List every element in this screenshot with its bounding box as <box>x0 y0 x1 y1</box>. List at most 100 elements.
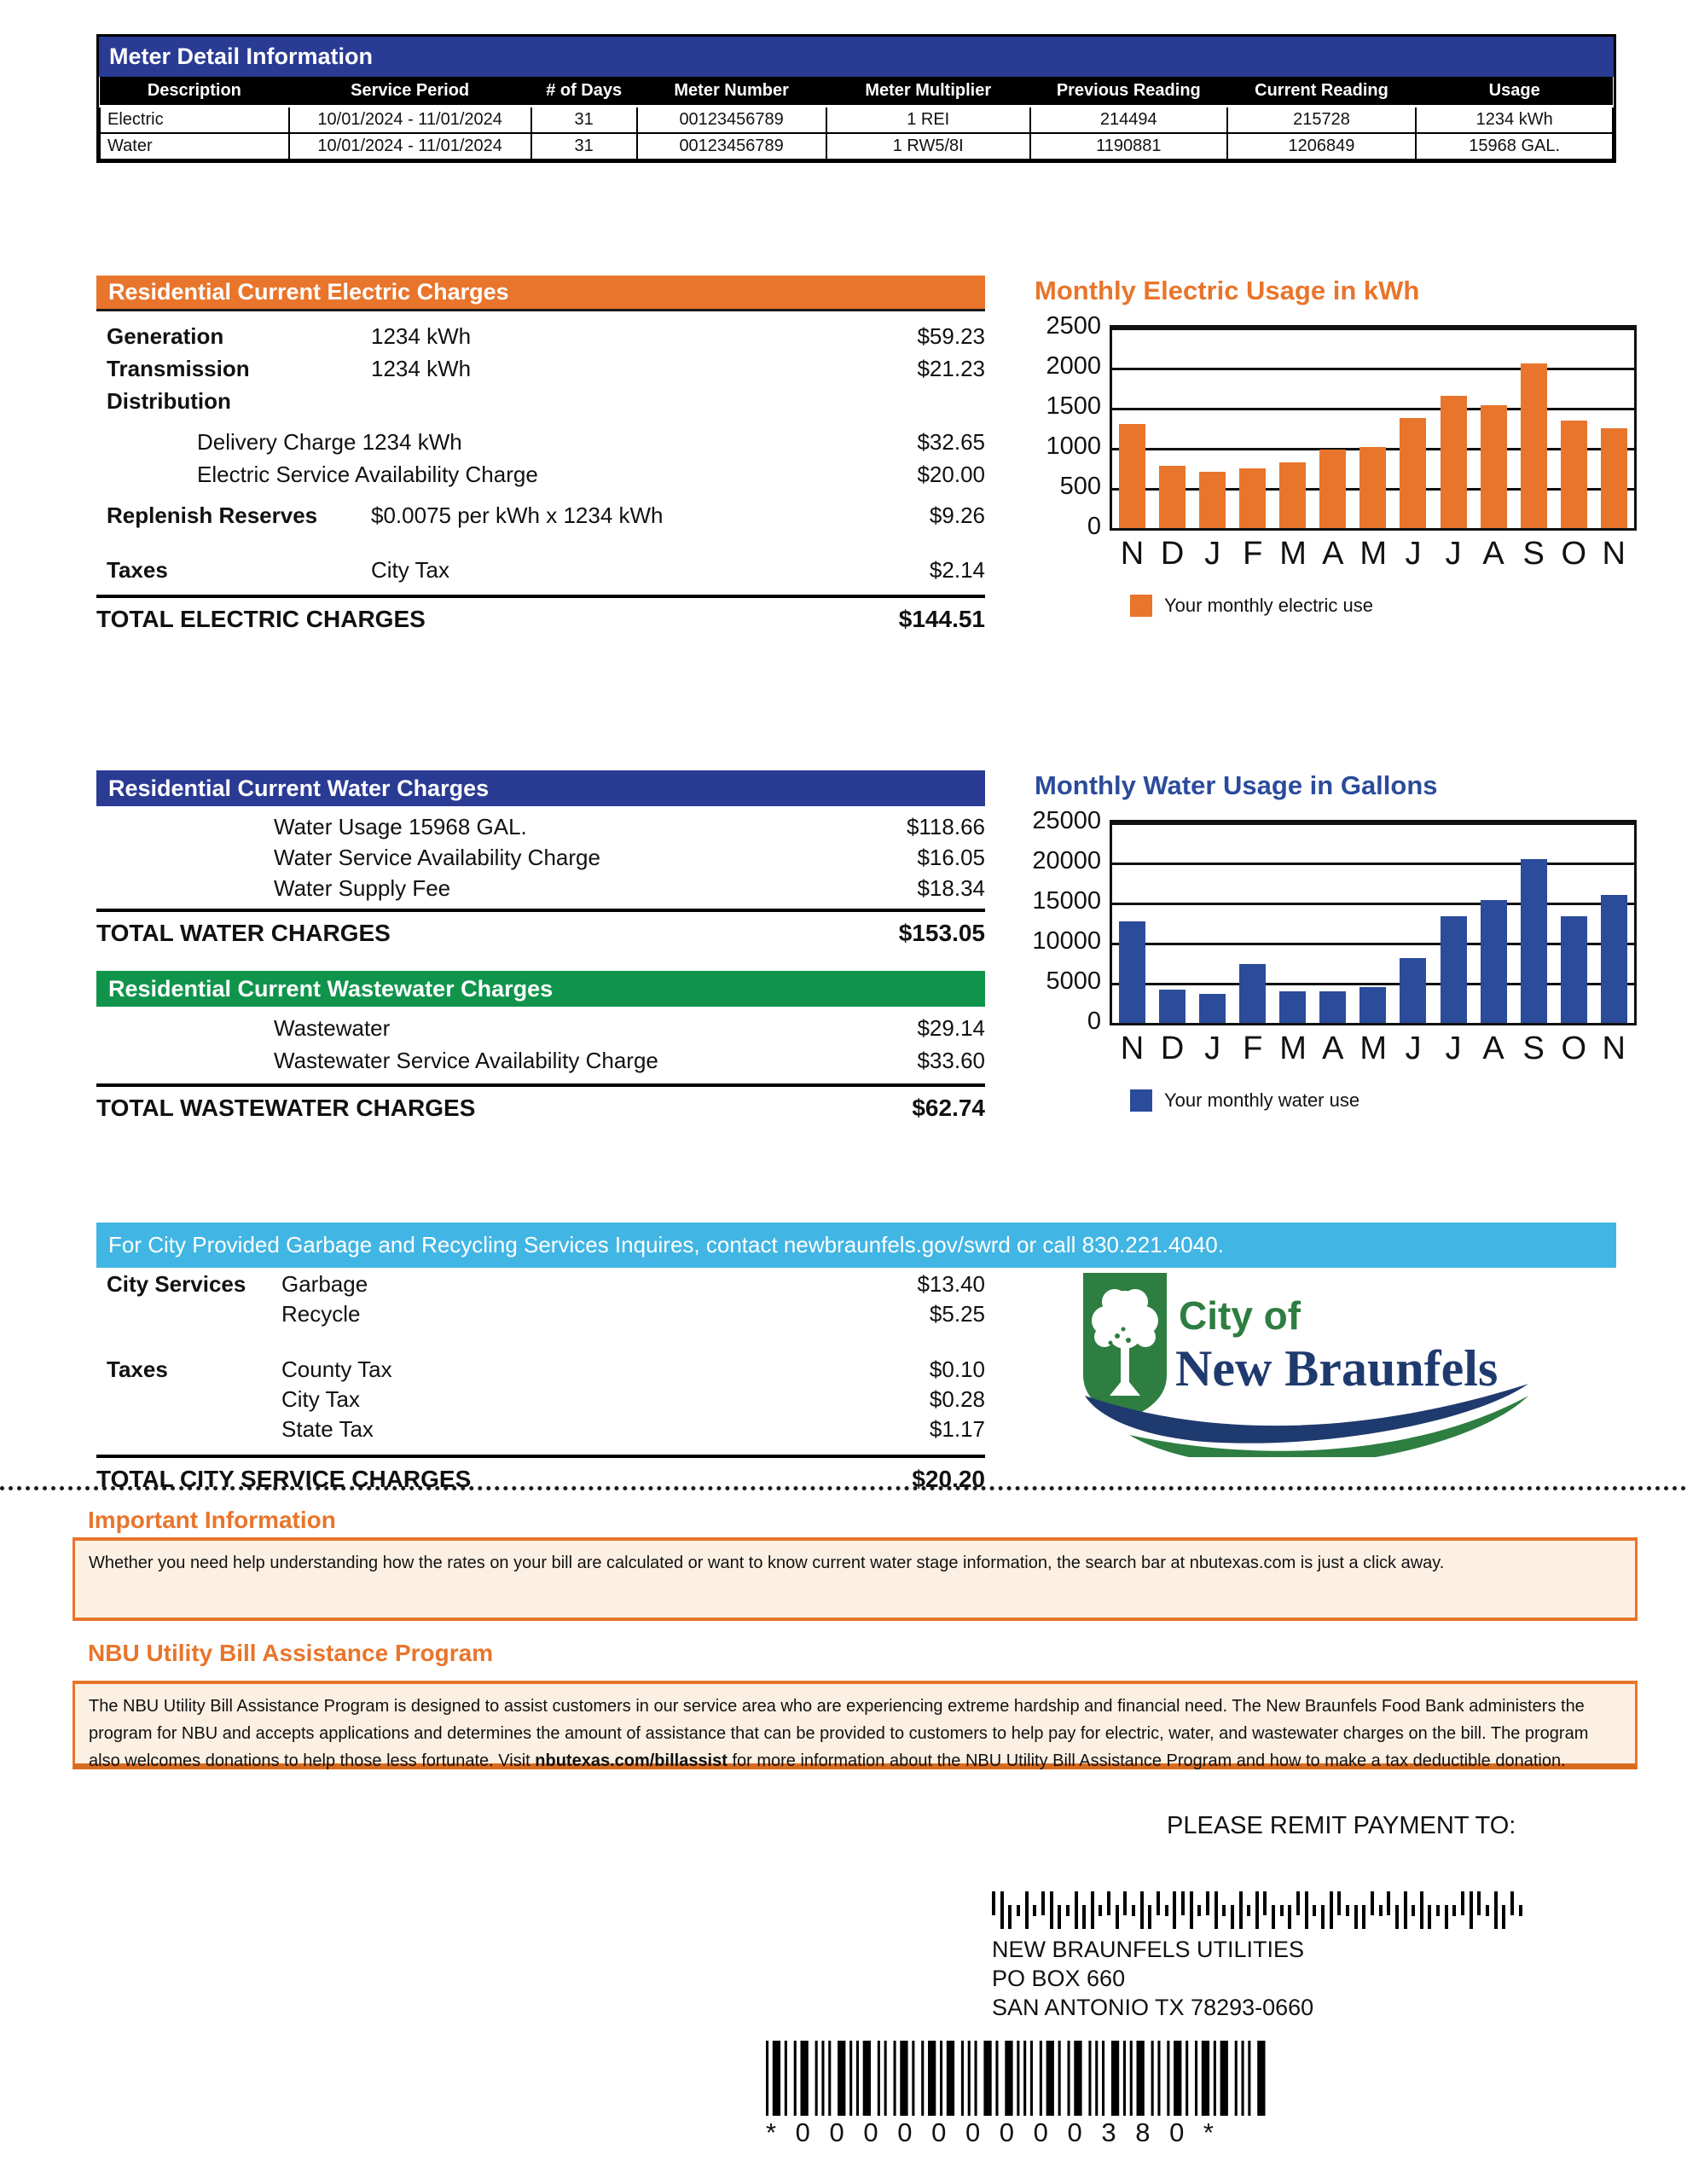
month-label: N <box>1602 1031 1626 1066</box>
wastewater-total-amount: $62.74 <box>912 1095 985 1121</box>
usage-bar <box>1159 465 1186 528</box>
electric-total-row: TOTAL ELECTRIC CHARGES $144.51 <box>96 595 985 633</box>
month-label: F <box>1243 1031 1263 1066</box>
assistance-program-heading: NBU Utility Bill Assistance Program <box>88 1640 494 1666</box>
charge-row: Delivery Charge 1234 kWh $32.65 <box>107 426 985 458</box>
meter-row: Electric 10/01/2024 - 11/01/2024 31 0012345… <box>99 105 1614 134</box>
charge-row: City Tax $0.28 <box>107 1385 985 1414</box>
remit-address-line3: SAN ANTONIO TX 78293-0660 <box>992 1995 1314 2020</box>
assistance-program-text: The NBU Utility Bill Assistance Program … <box>89 1697 1589 1770</box>
charge-detail: Water Service Availability Charge <box>274 845 600 870</box>
meter-cell: 1 RW5/8I <box>825 132 1031 160</box>
y-tick-label: 1500 <box>1046 392 1101 420</box>
dotted-separator <box>0 1486 1687 1490</box>
charge-amount: $0.28 <box>929 1386 985 1412</box>
meter-cell: 1190881 <box>1029 132 1228 160</box>
charge-amount: $32.65 <box>917 429 985 455</box>
charge-detail: Wastewater Service Availability Charge <box>274 1048 658 1073</box>
logo-new-braunfels: New Braunfels <box>1175 1340 1498 1397</box>
charge-row: Replenish Reserves $0.0075 per kWh x 1234… <box>107 499 985 531</box>
important-information-box: Whether you need help understanding how … <box>72 1537 1638 1621</box>
month-label: M <box>1279 1031 1307 1066</box>
usage-bar <box>1319 449 1347 528</box>
remit-address: NEW BRAUNFELS UTILITIES PO BOX 660 SAN A… <box>992 1935 1313 2022</box>
electric-charges-section: Residential Current Electric Charges Gen… <box>96 276 985 633</box>
month-label: D <box>1160 536 1185 572</box>
month-label: F <box>1243 536 1263 572</box>
usage-bar <box>1560 915 1587 1023</box>
meter-table-header-row: Description Service Period # of Days Meter … <box>100 77 1613 107</box>
charge-amount: $59.23 <box>917 323 985 349</box>
month-label: D <box>1160 1031 1185 1066</box>
meter-cell: 00123456789 <box>635 132 827 160</box>
charge-amount: $9.26 <box>929 502 985 528</box>
usage-bar <box>1440 395 1467 528</box>
month-label: J <box>1405 1031 1422 1066</box>
legend-swatch <box>1130 1089 1152 1112</box>
y-tick-label: 25000 <box>1032 807 1101 834</box>
month-label: S <box>1522 1031 1545 1066</box>
charge-row: State Tax $1.17 <box>107 1414 985 1444</box>
tree-icon <box>1092 1289 1158 1396</box>
electric-total-label: TOTAL ELECTRIC CHARGES <box>96 606 426 632</box>
meter-cell: 15968 GAL. <box>1415 132 1614 160</box>
charge-detail: Water Usage 15968 GAL. <box>274 814 527 839</box>
charge-detail: 1234 kWh <box>371 323 472 349</box>
charge-label: Taxes <box>107 557 168 583</box>
charge-detail: County Tax <box>281 1356 392 1382</box>
meter-column-header: Usage <box>1416 77 1613 107</box>
charge-amount: $33.60 <box>917 1048 985 1073</box>
y-tick-label: 10000 <box>1032 927 1101 955</box>
account-barcode-digits: * 0 0 0 0 0 0 0 0 0 3 8 0 * <box>766 2117 1220 2147</box>
charge-row: Wastewater $29.14 <box>107 1012 985 1044</box>
usage-bar <box>1239 468 1267 528</box>
wastewater-charges-section: Residential Current Wastewater Charges W… <box>96 971 985 1122</box>
city-of-new-braunfels-logo: City of New Braunfels <box>1076 1269 1537 1467</box>
water-section-header: Residential Current Water Charges <box>96 770 985 806</box>
important-information-heading: Important Information <box>88 1507 336 1533</box>
month-label: J <box>1445 536 1462 572</box>
water-total-label: TOTAL WATER CHARGES <box>96 920 391 946</box>
month-label: N <box>1120 536 1145 572</box>
charge-label <box>107 1385 281 1414</box>
charge-label <box>107 1414 281 1444</box>
meter-cell: 10/01/2024 - 11/01/2024 <box>287 105 532 134</box>
water-usage-chart: Monthly Water Usage in Gallons 25000 2000… <box>1028 770 1659 1112</box>
charge-detail: Garbage <box>281 1271 368 1297</box>
legend-label: Your monthly water use <box>1164 1089 1360 1111</box>
meter-cell: 31 <box>530 105 638 134</box>
y-tick-label: 2500 <box>1046 312 1101 340</box>
meter-cell: 215728 <box>1226 105 1417 134</box>
y-tick-label: 2000 <box>1046 352 1101 380</box>
usage-bar <box>1400 957 1427 1023</box>
charge-detail: State Tax <box>281 1416 374 1442</box>
account-barcode <box>766 2041 1272 2120</box>
meter-cell: 1234 kWh <box>1415 105 1614 134</box>
charge-row: Electric Service Availability Charge $20.… <box>107 458 985 491</box>
meter-column-header: Current Reading <box>1226 77 1417 107</box>
meter-cell: 31 <box>530 132 638 160</box>
usage-bar <box>1520 859 1547 1023</box>
month-label: O <box>1561 536 1586 572</box>
month-label: J <box>1204 536 1221 572</box>
logo-green-swoosh <box>1129 1396 1528 1467</box>
charge-detail: Wastewater <box>274 1015 391 1041</box>
wastewater-total-row: TOTAL WASTEWATER CHARGES $62.74 <box>96 1083 985 1122</box>
charge-amount: $5.25 <box>929 1301 985 1327</box>
water-chart-title: Monthly Water Usage in Gallons <box>1035 770 1438 800</box>
y-tick-label: 0 <box>1087 1008 1101 1035</box>
usage-bar <box>1480 405 1507 528</box>
charge-row: Water Service Availability Charge $16.05 <box>107 842 985 873</box>
remit-payment-heading: PLEASE REMIT PAYMENT TO: <box>1167 1812 1516 1839</box>
y-axis: 25000 20000 15000 10000 5000 0 <box>1028 807 1110 1035</box>
wastewater-section-header: Residential Current Wastewater Charges <box>96 971 985 1007</box>
meter-cell: 10/01/2024 - 11/01/2024 <box>287 132 532 160</box>
assistance-program-link: nbutexas.com/billassist <box>535 1751 728 1770</box>
charge-detail: Delivery Charge 1234 kWh <box>197 429 462 455</box>
usage-bar <box>1159 990 1186 1023</box>
month-label: A <box>1322 1031 1344 1066</box>
meter-table-title: Meter Detail Information <box>99 37 1614 77</box>
important-information-text: Whether you need help understanding how … <box>89 1554 1445 1572</box>
meter-column-header: # of Days <box>530 77 637 107</box>
